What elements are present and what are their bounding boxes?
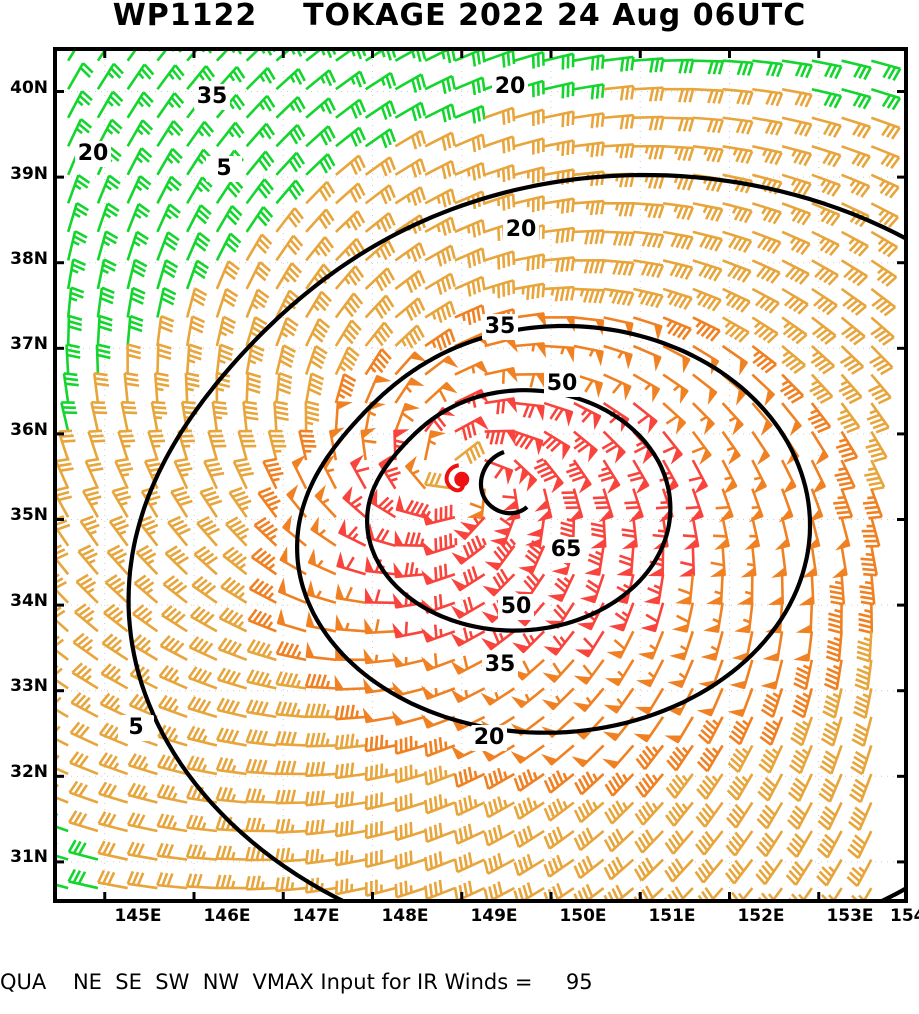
y-tick-label: 32N bbox=[10, 762, 48, 782]
x-tick-label: 149E bbox=[470, 906, 518, 926]
x-tick-label: 150E bbox=[559, 906, 607, 926]
isotach-contours bbox=[126, 172, 904, 899]
contour-label: 35 bbox=[482, 652, 518, 678]
plot-svg bbox=[53, 47, 908, 903]
y-tick-label: 33N bbox=[10, 676, 48, 696]
contour-label: 5 bbox=[118, 715, 154, 741]
y-tick-label: 35N bbox=[10, 505, 48, 525]
wind-field-plot bbox=[53, 47, 908, 903]
x-tick-label: 154 bbox=[890, 906, 919, 926]
contour-label: 65 bbox=[548, 537, 584, 563]
y-tick-label: 39N bbox=[10, 164, 48, 184]
contour-label: 20 bbox=[471, 725, 507, 751]
contour-label: 20 bbox=[503, 217, 539, 243]
y-tick-label: 31N bbox=[10, 847, 48, 867]
x-tick-label: 145E bbox=[114, 906, 162, 926]
x-tick-label: 153E bbox=[826, 906, 874, 926]
contour-label: 20 bbox=[75, 141, 111, 167]
x-tick-label: 147E bbox=[292, 906, 340, 926]
x-tick-label: 152E bbox=[737, 906, 785, 926]
contour-label: 35 bbox=[482, 314, 518, 340]
contour-label: 35 bbox=[194, 84, 230, 110]
y-tick-label: 34N bbox=[10, 591, 48, 611]
storm-data-table: QUA NE SE SW NW VMAX Input for IR Winds … bbox=[0, 924, 919, 1014]
y-tick-label: 37N bbox=[10, 334, 48, 354]
contour-label: 50 bbox=[544, 371, 580, 397]
wind-barbs bbox=[53, 47, 902, 903]
storm-center-marker bbox=[444, 463, 470, 493]
y-tick-label: 36N bbox=[10, 420, 48, 440]
y-tick-label: 40N bbox=[10, 78, 48, 98]
footer-header-row: QUA NE SE SW NW VMAX Input for IR Winds … bbox=[0, 970, 593, 994]
plot-frame bbox=[53, 47, 908, 903]
x-tick-label: 151E bbox=[648, 906, 696, 926]
contour-label: 5 bbox=[206, 156, 242, 182]
x-tick-label: 148E bbox=[381, 906, 429, 926]
y-tick-label: 38N bbox=[10, 249, 48, 269]
x-tick-label: 146E bbox=[203, 906, 251, 926]
contour-label: 50 bbox=[498, 594, 534, 620]
page-title: WP1122 TOKAGE 2022 24 Aug 06UTC bbox=[112, 0, 807, 33]
contour-label: 20 bbox=[492, 74, 528, 100]
